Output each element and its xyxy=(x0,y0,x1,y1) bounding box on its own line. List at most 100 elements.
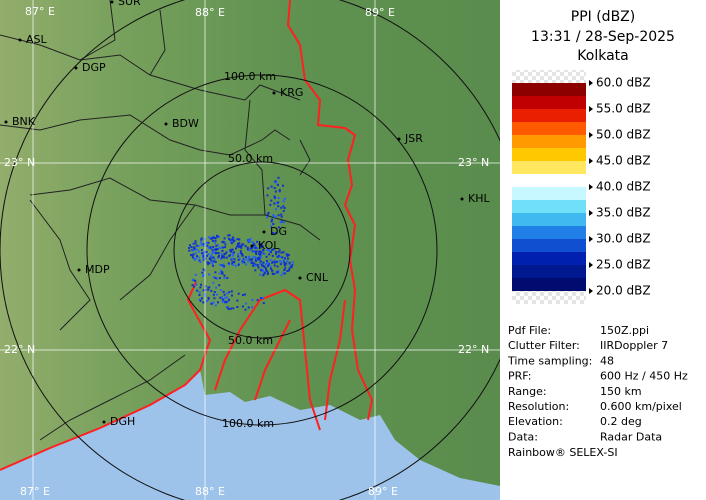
legend-panel: PPI (dBZ) 13:31 / 28-Sep-2025 Kolkata 60… xyxy=(507,9,688,459)
scale-label: 35.0 dBZ xyxy=(596,206,651,220)
city-dot xyxy=(250,244,254,248)
color-band xyxy=(512,213,586,226)
echo xyxy=(277,205,280,208)
echo xyxy=(194,279,197,282)
echo xyxy=(262,249,265,252)
echo xyxy=(212,281,215,284)
color-bar xyxy=(512,70,586,304)
scale-label: 25.0 dBZ xyxy=(596,258,651,272)
echo xyxy=(221,271,224,274)
echo xyxy=(226,306,229,309)
echo xyxy=(278,189,281,192)
echo xyxy=(271,231,274,234)
echo xyxy=(207,246,210,249)
echo xyxy=(225,251,228,254)
echo xyxy=(269,203,272,206)
echo xyxy=(248,256,251,259)
echo xyxy=(256,247,259,250)
echo xyxy=(291,264,294,267)
echo xyxy=(207,296,210,299)
echo xyxy=(192,249,194,252)
echo xyxy=(222,255,224,258)
echo xyxy=(237,292,240,295)
color-band xyxy=(512,265,586,278)
echo xyxy=(262,265,265,268)
scale-tick xyxy=(589,210,593,216)
range-label: 100.0 km xyxy=(224,70,276,83)
echo xyxy=(245,302,247,305)
echo xyxy=(221,246,224,249)
color-band xyxy=(512,239,586,252)
graticule-label: 22° N xyxy=(458,343,489,356)
range-label: 50.0 km xyxy=(228,334,273,347)
timestamp: 13:31 / 28-Sep-2025 xyxy=(531,29,675,45)
echo xyxy=(281,256,284,259)
echo xyxy=(282,259,285,262)
echo xyxy=(211,261,214,264)
echo xyxy=(247,239,250,242)
echo xyxy=(245,258,248,261)
echo xyxy=(275,232,278,235)
graticule-label: 87° E xyxy=(20,485,50,498)
echo xyxy=(266,213,269,216)
echo xyxy=(220,252,223,255)
echo xyxy=(257,256,259,259)
city-label: MDP xyxy=(85,263,110,276)
echo xyxy=(288,269,290,272)
echo xyxy=(215,277,218,280)
echo xyxy=(279,256,282,258)
echo xyxy=(231,238,234,241)
echo xyxy=(264,271,266,274)
echo xyxy=(219,264,222,266)
echo xyxy=(245,263,248,266)
city-label: DGP xyxy=(82,61,106,74)
echo xyxy=(214,304,217,307)
echo xyxy=(259,273,262,276)
echo xyxy=(288,263,291,266)
echo xyxy=(240,245,242,248)
echo xyxy=(264,263,267,266)
echo xyxy=(207,253,210,256)
echo xyxy=(242,259,245,262)
echo xyxy=(212,256,215,259)
echo xyxy=(231,257,234,260)
echo xyxy=(216,235,219,238)
echo xyxy=(214,239,217,242)
echo xyxy=(193,258,196,261)
echo xyxy=(259,246,262,249)
echo xyxy=(282,205,285,208)
echo xyxy=(228,234,231,237)
echo xyxy=(278,260,281,263)
echo xyxy=(244,245,247,248)
echo xyxy=(227,300,230,303)
echo xyxy=(232,261,235,264)
scale-label: 20.0 dBZ xyxy=(596,284,651,298)
echo xyxy=(288,262,291,264)
echo xyxy=(208,258,211,260)
echo xyxy=(287,254,290,256)
echo xyxy=(271,269,273,272)
echo xyxy=(271,254,274,257)
echo xyxy=(279,263,282,266)
color-band xyxy=(512,174,586,187)
scale-tick xyxy=(589,132,593,138)
echo xyxy=(237,255,240,258)
echo xyxy=(277,269,280,272)
echo xyxy=(218,254,220,257)
echo xyxy=(261,263,264,266)
echo xyxy=(212,236,215,239)
echo xyxy=(214,249,217,252)
info-value: IIRDoppler 7 xyxy=(600,339,668,352)
echo xyxy=(196,255,198,258)
echo xyxy=(242,243,245,246)
echo xyxy=(195,244,198,247)
echo xyxy=(275,250,278,253)
color-band xyxy=(512,291,586,304)
echo xyxy=(210,237,213,240)
graticule-label: 88° E xyxy=(195,485,225,498)
echo xyxy=(193,257,196,260)
echo xyxy=(247,260,250,263)
echo xyxy=(215,286,218,289)
echo xyxy=(202,243,205,246)
